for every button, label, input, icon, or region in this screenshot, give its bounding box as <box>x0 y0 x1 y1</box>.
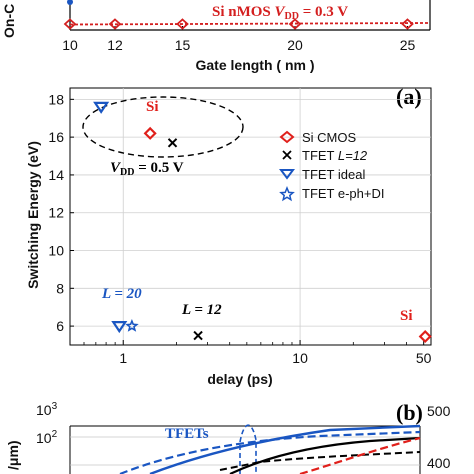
panel-b-ticks: 6 8 10 12 14 16 18 1 10 50 <box>48 91 431 366</box>
point-tfet-l12 <box>167 138 178 148</box>
legend-marker-diamond-red <box>279 130 295 144</box>
panel-a-marker <box>288 18 302 30</box>
panel-a-xtick-label: 12 <box>107 37 123 53</box>
panel-b-grid <box>70 88 431 345</box>
panel-a-marker <box>63 18 77 30</box>
panel-b-l12-label: L = 12 <box>181 302 222 318</box>
panel-a-marker <box>176 18 189 30</box>
panel-b-points <box>93 101 432 344</box>
panel-b-dashed-ellipse <box>82 96 244 158</box>
panel-c-left-tick-2: 102 <box>36 429 58 446</box>
panel-b-ylabel: Switching Energy (eV) <box>25 141 41 289</box>
panel-c-black-solid <box>229 436 421 474</box>
legend-label-tfet-ideal: TFET ideal <box>302 167 365 182</box>
panel-b-vdd-label: VDD = 0.5 V <box>110 160 184 178</box>
panel-b-legend: Si CMOS TFET L=12 TFET ideal TFET e-ph+D… <box>279 130 384 202</box>
point-tfet-eph <box>125 318 139 332</box>
legend-marker-star-blue <box>279 186 295 202</box>
panel-a-annotation: Si nMOS VDD = 0.3 V <box>212 4 348 22</box>
panel-b-si-label-top: Si <box>146 99 159 115</box>
panel-c-blue-solid <box>149 424 421 474</box>
legend-marker-x-black <box>282 150 292 160</box>
panel-c-red-dashed <box>299 436 421 474</box>
point-tfet-ideal <box>111 321 128 334</box>
point-tfet-l12 <box>193 330 203 341</box>
panel-b-l20-label: L = 20 <box>101 286 142 302</box>
panel-b-xtick-label: 10 <box>292 350 308 366</box>
panel-c-right-tick-2: 400 <box>427 455 451 471</box>
panel-b-ytick-label: 6 <box>56 318 64 334</box>
legend-item-tfet-ideal: TFET ideal <box>279 167 365 182</box>
panel-a-series-line <box>69 22 429 26</box>
panel-a-xtick-label: 25 <box>400 37 416 53</box>
panel-b-ytick-label: 16 <box>48 129 64 145</box>
panel-a-xtick-label: 10 <box>62 37 78 53</box>
panel-a-marker <box>401 18 414 30</box>
panel-b-ytick-label: 14 <box>48 167 64 183</box>
legend-item-tfet-eph: TFET e-ph+DI <box>279 186 384 202</box>
panel-b-xtick-label: 50 <box>416 350 432 366</box>
panel-c-tfets-label: TFETs <box>165 426 209 442</box>
panel-a-blue-point <box>67 0 73 5</box>
panel-a: 10 12 15 20 25 On-C Si nMOS VDD = 0.3 V Gate… <box>1 0 431 109</box>
legend-label-tfet-l12: TFET L=12 <box>302 148 368 163</box>
legend-marker-triangle-blue <box>279 169 295 180</box>
panel-b-xtick-label: 1 <box>119 350 127 366</box>
legend-item-si-cmos: Si CMOS <box>279 130 357 145</box>
point-si-cmos <box>418 329 432 344</box>
panel-c-ylabel-fragment: /μm) <box>5 440 21 470</box>
legend-item-tfet-l12: TFET L=12 <box>282 148 368 163</box>
panel-b-xlabel: delay (ps) <box>207 371 272 387</box>
panel-c-right-tick-1: 500 <box>427 403 451 419</box>
panel-a-marker <box>108 18 122 30</box>
panel-a-xlabel: Gate length ( nm ) <box>196 57 315 73</box>
panel-c-left-tick-1: 103 <box>36 401 58 418</box>
panel-c: 103 102 500 400 /μm) TFETs <box>5 401 451 474</box>
panel-c-black-dashed <box>219 451 421 471</box>
point-tfet-ideal <box>93 101 110 114</box>
legend-label-tfet-eph: TFET e-ph+DI <box>302 186 384 201</box>
panel-a-ticks: 10 12 15 20 25 <box>62 26 415 53</box>
point-si-cmos <box>143 126 157 140</box>
panel-b-ytick-label: 18 <box>48 91 64 107</box>
panel-a-xtick-label: 20 <box>287 37 303 53</box>
panel-c-blue-dashed <box>119 430 421 474</box>
panel-b-tag: (b) <box>396 400 423 425</box>
panel-a-ylabel-fragment: On-C <box>1 4 17 38</box>
panel-a-xtick-label: 15 <box>175 37 191 53</box>
panel-b-si-label-right: Si <box>400 308 413 324</box>
panel-b-ytick-label: 12 <box>48 205 64 221</box>
panel-b-ytick-label: 10 <box>48 243 64 259</box>
panel-b-frame <box>69 87 432 346</box>
legend-label-si-cmos: Si CMOS <box>302 130 357 145</box>
panel-b-ytick-label: 8 <box>56 280 64 296</box>
panel-c-tfet-loop <box>239 424 257 474</box>
panel-a-markers <box>63 18 414 30</box>
